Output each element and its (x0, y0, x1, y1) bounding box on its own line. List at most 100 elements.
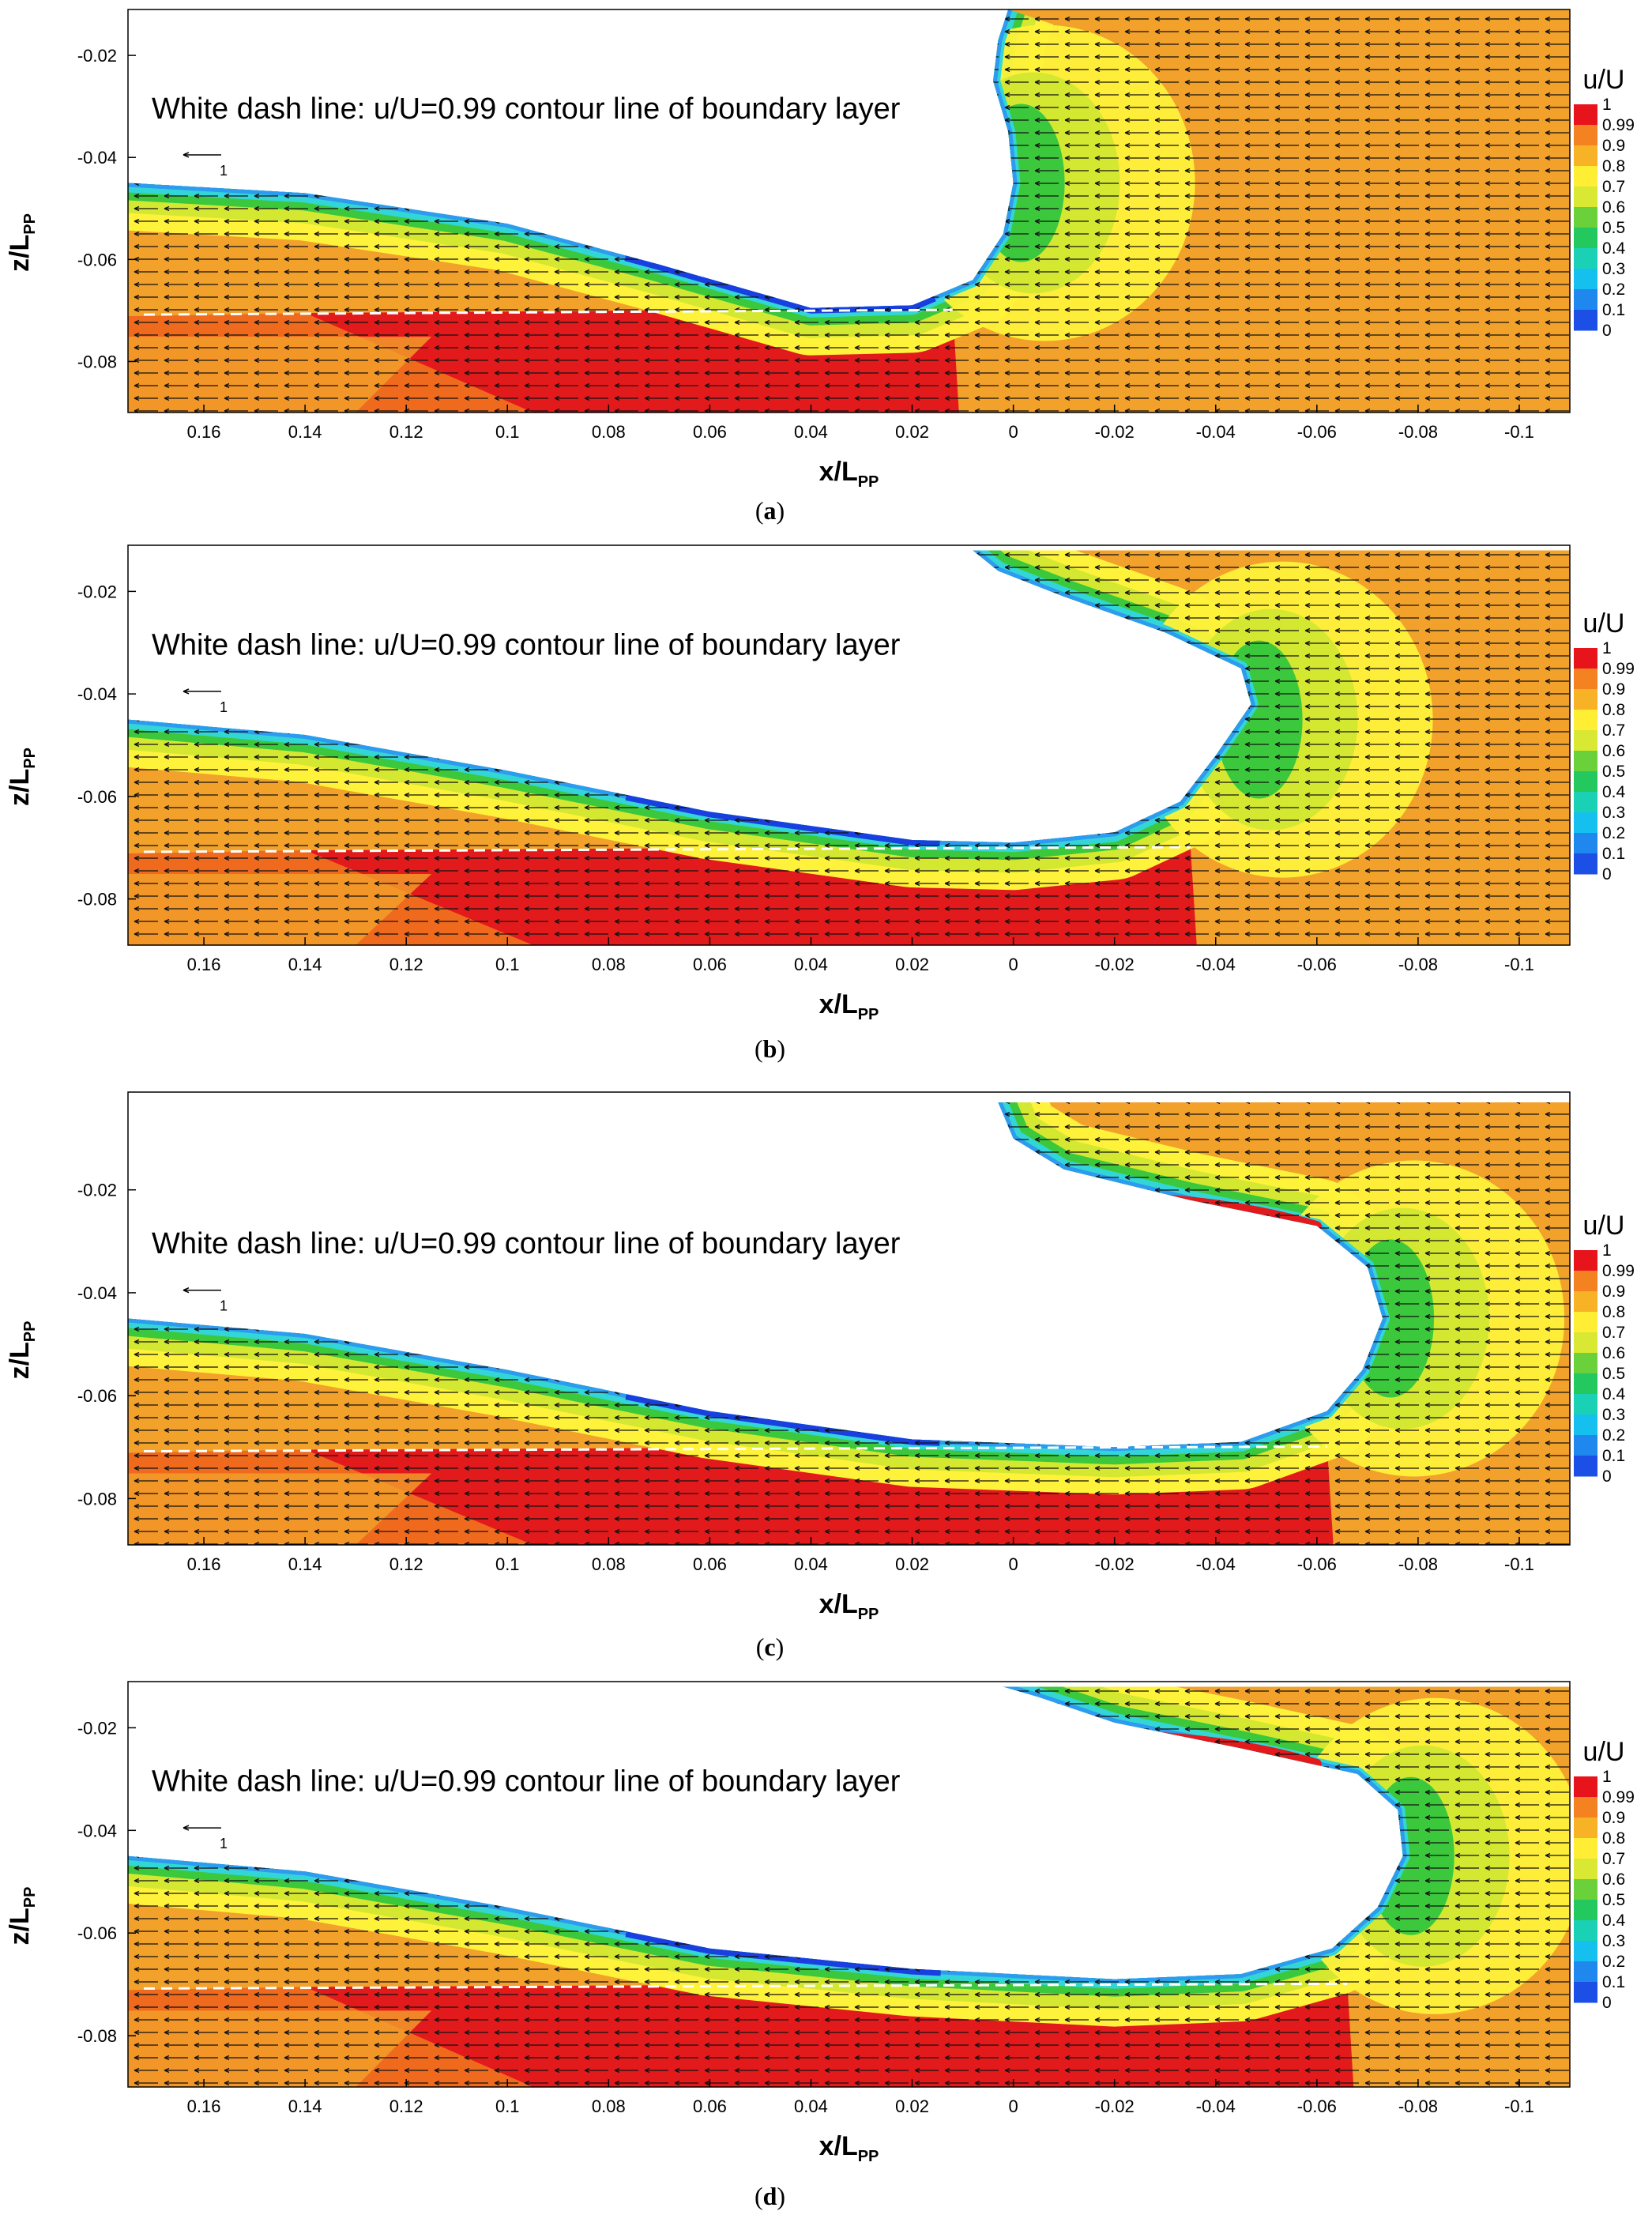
reference-vector-arrow (183, 1287, 221, 1294)
legend-level-label: 0.2 (1602, 1953, 1625, 1971)
x-tick-label: 0.04 (794, 422, 828, 442)
y-tick-label: -0.08 (77, 890, 117, 910)
legend-swatch (1574, 145, 1597, 167)
x-tick-label: 0 (1008, 422, 1018, 442)
legend-level-label: 1 (1602, 1768, 1612, 1786)
x-tick-label: -0.08 (1398, 1554, 1438, 1574)
x-tick-label: 0.14 (288, 422, 322, 442)
y-tick-label: -0.08 (77, 2026, 117, 2046)
legend-swatch (1574, 833, 1597, 854)
x-tick-label: 0.1 (495, 422, 520, 442)
x-tick-label: 0.1 (495, 2096, 520, 2116)
legend-swatch (1574, 710, 1597, 731)
legend-level-label: 0 (1602, 322, 1612, 340)
legend-level-label: 0.2 (1602, 824, 1625, 842)
x-tick-label: -0.06 (1297, 955, 1337, 974)
reference-vector-arrow (183, 688, 221, 695)
legend-swatch (1574, 1982, 1597, 2003)
legend-swatch (1574, 104, 1597, 126)
legend-level-label: 0.99 (1602, 1788, 1635, 1806)
legend-level-label: 0.1 (1602, 1973, 1625, 1991)
legend-level-label: 0.99 (1602, 116, 1635, 134)
x-tick-label: -0.02 (1095, 2096, 1135, 2116)
legend: u/U1 0.99 0.9 0.8 0.7 0.6 0.5 0.4 0.3 0.2 0.1 0 (1574, 1211, 1635, 1486)
legend-swatch (1574, 689, 1597, 710)
legend-swatch (1574, 166, 1597, 187)
y-tick-label: -0.04 (77, 148, 117, 168)
white-dash-contour-line (143, 1445, 1327, 1453)
legend: u/U1 0.99 0.9 0.8 0.7 0.6 0.5 0.4 0.3 0.2 0.1 0 (1574, 65, 1635, 340)
legend-swatch (1574, 248, 1597, 269)
legend-level-label: 1 (1602, 1241, 1612, 1260)
legend-level-label: 0.9 (1602, 1809, 1625, 1827)
y-tick-label: -0.02 (77, 582, 117, 601)
legend-level-label: 0.9 (1602, 1283, 1625, 1301)
legend-level-label: 1 (1602, 96, 1612, 114)
panel-caption: (a) (755, 496, 785, 525)
legend-swatch (1574, 1373, 1597, 1395)
legend-level-label: 0.3 (1602, 804, 1625, 822)
x-tick-label: -0.04 (1196, 2096, 1236, 2116)
y-tick-label: -0.06 (77, 1386, 117, 1406)
legend-level-label: 0.4 (1602, 1385, 1626, 1403)
legend-level-label: 0.7 (1602, 721, 1625, 740)
y-tick-label: -0.06 (77, 1923, 117, 1943)
x-tick-label: -0.06 (1297, 1554, 1337, 1574)
legend-swatch (1574, 1941, 1597, 1962)
y-axis-title: z/LPP (5, 1321, 39, 1380)
y-axis-title: z/LPP (5, 748, 39, 806)
y-tick-label: -0.08 (77, 352, 117, 371)
annotation-text: White dash line: u/U=0.99 contour line o… (152, 629, 901, 662)
legend-level-label: 0.1 (1602, 845, 1625, 863)
legend-title: u/U (1583, 65, 1625, 95)
legend-level-label: 0.99 (1602, 660, 1635, 678)
panel-a: 0.16 0.14 0.12 0.1 0.08 0.06 0.04 0.02 0 -0.02 -0.… (5, 9, 1635, 525)
x-tick-label: 0.06 (693, 2096, 727, 2116)
y-axis-title: z/LPP (5, 1887, 39, 1946)
legend-level-label: 0.9 (1602, 680, 1625, 699)
legend-level-label: 0.2 (1602, 281, 1625, 299)
plot-frame (127, 544, 1571, 946)
x-tick-label: 0.14 (288, 955, 322, 974)
legend-level-label: 0.5 (1602, 763, 1625, 781)
x-axis-title: x/LPP (819, 2131, 879, 2165)
legend-swatch (1574, 1859, 1597, 1880)
x-tick-label: -0.08 (1398, 955, 1438, 974)
x-tick-label: 0.16 (187, 422, 221, 442)
legend-level-label: 0.7 (1602, 1850, 1625, 1868)
legend-level-label: 0.1 (1602, 301, 1625, 319)
x-tick-label: 0.02 (895, 1554, 929, 1574)
legend-level-label: 0.3 (1602, 1406, 1625, 1424)
legend-level-label: 0.8 (1602, 1829, 1625, 1848)
reference-vector-label: 1 (220, 1836, 228, 1851)
legend-title: u/U (1583, 1737, 1625, 1767)
legend-level-label: 0.4 (1602, 1912, 1626, 1930)
legend-level-label: 0.7 (1602, 1324, 1625, 1342)
x-tick-label: -0.02 (1095, 1554, 1135, 1574)
plot-frame (127, 1681, 1571, 2088)
panel-d: 0.16 0.14 0.12 0.1 0.08 0.06 0.04 0.02 0 -0.02 -0.… (5, 1681, 1635, 2210)
legend-title: u/U (1583, 1211, 1625, 1241)
legend-level-label: 0.2 (1602, 1426, 1625, 1445)
legend-level-label: 0.6 (1602, 1870, 1625, 1889)
x-tick-label: 0.08 (592, 1554, 626, 1574)
legend-swatch (1574, 1961, 1597, 1983)
reference-vector-label: 1 (220, 699, 228, 715)
legend: u/U1 0.99 0.9 0.8 0.7 0.6 0.5 0.4 0.3 0.2 0.1 0 (1574, 608, 1635, 883)
x-tick-label: 0.12 (389, 1554, 423, 1574)
legend-swatch (1574, 310, 1597, 331)
legend-swatch (1574, 771, 1597, 793)
legend-swatch (1574, 730, 1597, 752)
annotation-text: White dash line: u/U=0.99 contour line o… (152, 1227, 901, 1260)
x-tick-label: -0.1 (1504, 955, 1534, 974)
legend-level-label: 0.7 (1602, 178, 1625, 196)
x-tick-label: 0.02 (895, 422, 929, 442)
reference-vector-arrow (183, 152, 221, 158)
y-tick-label: -0.06 (77, 250, 117, 269)
velocity-field (128, 1682, 1570, 2087)
legend-swatch (1574, 648, 1597, 669)
legend-swatch (1574, 812, 1597, 834)
legend-level-label: 0.8 (1602, 157, 1625, 175)
annotation-text: White dash line: u/U=0.99 contour line o… (152, 1765, 901, 1799)
legend-swatch (1574, 792, 1597, 813)
